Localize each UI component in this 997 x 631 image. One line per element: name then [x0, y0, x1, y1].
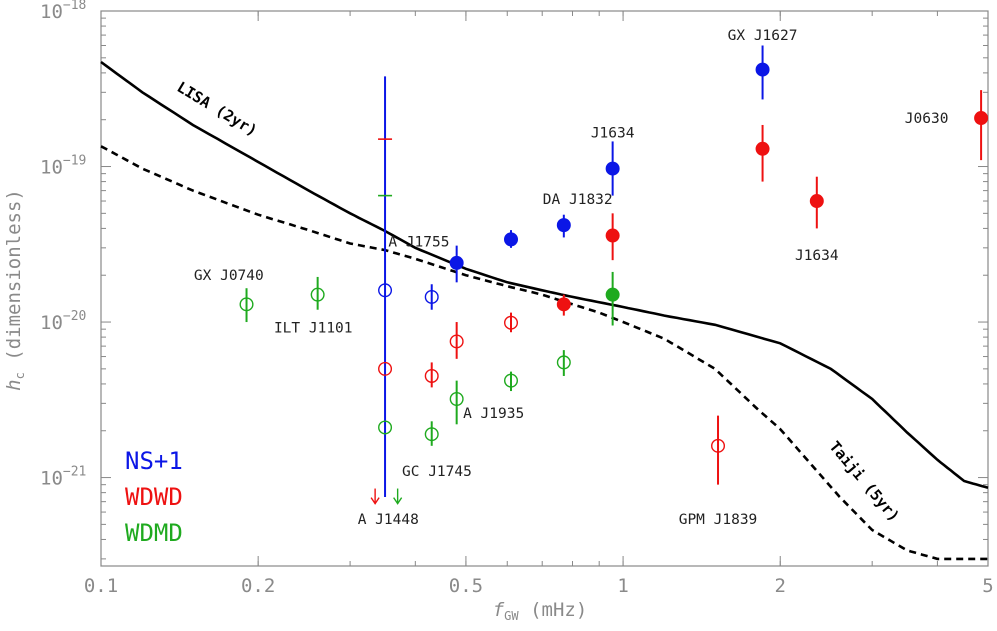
legend: NS+1 WDWD WDMD: [125, 447, 183, 547]
source-label: J1634: [591, 126, 635, 142]
data-points: [239, 45, 989, 485]
source-label: ILT J1101: [274, 321, 353, 337]
sensitivity-curves: [100, 60, 989, 561]
wdmd-point: [605, 287, 620, 302]
wdwd-point: [504, 315, 519, 330]
source-label: DA J1832: [543, 192, 613, 208]
wdwd-point: [378, 361, 393, 376]
ns1-point: [449, 255, 464, 270]
y-tick-mantissa: 10: [40, 312, 63, 334]
y-tick-label: 10−19: [40, 154, 86, 179]
y-tick-exponent: −21: [63, 465, 86, 480]
y-tick-exponent: −18: [63, 0, 86, 13]
wdwd-point: [755, 141, 770, 156]
lisa-curve: [100, 60, 989, 490]
legend-entry: WDWD: [125, 483, 183, 511]
source-label: J1634: [795, 248, 839, 264]
source-label: A J1755: [388, 234, 449, 250]
wdwd-point: [556, 297, 571, 312]
curve-label: Taiji (5yr): [826, 438, 904, 526]
ns1-point: [504, 232, 519, 247]
wdmd-point: [424, 427, 439, 442]
wdmd-point: [556, 355, 571, 370]
point-labels: GX J1627 J0630 J1634 DA J1832 J1634 A J1755 GX…: [194, 28, 949, 528]
x-axis-label-unit: (mHz): [519, 599, 588, 621]
legend-entry: NS+1: [125, 447, 183, 475]
wdmd-point: [310, 287, 325, 302]
upper-limit-arrow-head: [393, 497, 403, 505]
y-axis-label-sub: c: [13, 372, 27, 379]
x-tick-label: 0.1: [84, 575, 118, 597]
y-tick-mantissa: 10: [40, 1, 63, 23]
ns1-point: [755, 62, 770, 77]
source-label: GPM J1839: [679, 512, 758, 528]
y-tick-label: 10−18: [40, 0, 86, 23]
x-tick-label: 2: [775, 575, 786, 597]
x-tick-label: 0.5: [449, 575, 483, 597]
wdwd-point: [711, 438, 726, 453]
source-label: GX J0740: [194, 268, 264, 284]
curve-labels: LISA (2yr) Taiji (5yr): [174, 78, 903, 525]
wdwd-point: [424, 368, 439, 383]
x-tick-label: 0.2: [241, 575, 275, 597]
source-label: J0630: [905, 111, 949, 127]
wdwd-point: [605, 228, 620, 243]
y-tick-mantissa: 10: [40, 468, 63, 490]
wdmd-point: [449, 392, 464, 407]
wdwd-point: [449, 334, 464, 349]
source-label: A J1935: [463, 406, 524, 422]
x-axis-label: fGW (mHz): [493, 599, 588, 623]
y-tick-label: 10−20: [40, 309, 86, 334]
upper-limit-arrow-head: [370, 497, 380, 505]
source-label: A J1448: [358, 512, 419, 528]
source-label: GC J1745: [402, 464, 472, 480]
y-tick-exponent: −20: [63, 309, 86, 324]
y-tick-mantissa: 10: [40, 157, 63, 179]
y-axis-label-main: h: [3, 379, 25, 390]
x-tick-label: 5: [982, 575, 993, 597]
taiji-curve: [100, 145, 988, 561]
axis-ticks: [100, 10, 989, 566]
source-label: GX J1627: [728, 28, 798, 44]
ns1-point: [378, 283, 393, 298]
y-axis-label: hc (dimensionless): [3, 189, 27, 391]
wdwd-point: [974, 111, 989, 126]
x-axis-label-sub: GW: [504, 609, 519, 623]
x-tick-label: 1: [617, 575, 628, 597]
y-axis-label-unit: (dimensionless): [3, 189, 25, 372]
y-tick-label: 10−21: [40, 465, 86, 490]
ns1-point: [605, 161, 620, 176]
special-lines: [370, 76, 403, 505]
x-axis-label-main: f: [493, 599, 505, 621]
y-tick-exponent: −19: [63, 154, 86, 169]
wdmd-point: [504, 373, 519, 388]
wdmd-point: [239, 297, 254, 312]
wdmd-point: [378, 420, 393, 435]
plot-frame: [100, 10, 989, 567]
legend-entry: WDMD: [125, 519, 183, 547]
ns1-point: [556, 218, 571, 233]
wdwd-point: [809, 194, 824, 209]
ns1-point: [424, 289, 439, 304]
curve-label: LISA (2yr): [174, 78, 261, 140]
